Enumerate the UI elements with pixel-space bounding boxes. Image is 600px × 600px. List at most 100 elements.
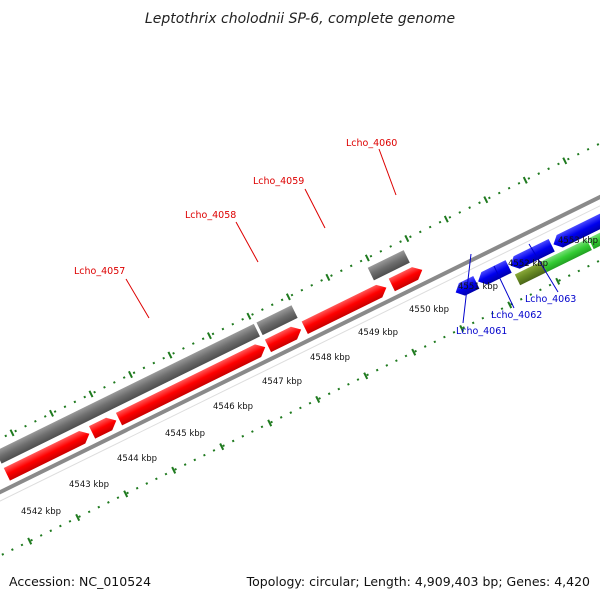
red-feature-lcho-4057[interactable] xyxy=(115,341,268,426)
scale-label: 4547 kbp xyxy=(262,377,302,387)
minor-tick xyxy=(270,420,273,424)
minor-tick xyxy=(395,359,398,363)
minor-tick xyxy=(356,378,360,381)
map-frame xyxy=(0,143,600,556)
gene-label-lcho-4061[interactable]: Lcho_4061 xyxy=(456,326,507,337)
minor-tick xyxy=(428,225,432,229)
major-tick xyxy=(404,234,410,243)
gene-label-lcho-4057[interactable]: Lcho_4057 xyxy=(74,266,125,277)
major-tick xyxy=(507,301,513,309)
minor-tick xyxy=(73,400,77,404)
minor-tick xyxy=(586,147,590,151)
minor-tick xyxy=(251,313,254,316)
minor-tick xyxy=(481,316,485,320)
major-tick xyxy=(325,273,331,281)
minor-tick xyxy=(443,335,446,339)
minor-tick xyxy=(577,269,581,273)
gene-leader-lines xyxy=(125,148,559,324)
red-feature-lcho-4058[interactable] xyxy=(264,323,304,353)
major-tick xyxy=(459,324,465,333)
minor-tick xyxy=(260,425,264,429)
gene-label-lcho-4059[interactable]: Lcho_4059 xyxy=(253,176,304,187)
minor-tick xyxy=(366,373,369,377)
gene-label-lcho-4062[interactable]: Lcho_4062 xyxy=(491,310,542,321)
minor-tick xyxy=(251,430,254,433)
scale-label: 4551 kbp xyxy=(458,282,498,292)
gene-labels: Lcho_4057 Lcho_4058 Lcho_4059 Lcho_4060 … xyxy=(74,138,576,337)
minor-tick xyxy=(289,411,293,414)
major-tick xyxy=(206,332,212,340)
gray-feature-lcho-4057[interactable] xyxy=(0,323,260,464)
major-tick xyxy=(123,490,129,498)
minor-tick xyxy=(14,429,17,433)
red-feature-lcho-4060[interactable] xyxy=(388,264,426,292)
major-tick xyxy=(483,196,489,204)
minor-tick xyxy=(212,449,216,452)
map-title: Leptothrix cholodnii SP-6, complete geno… xyxy=(145,11,455,27)
minor-tick xyxy=(389,245,393,248)
minor-tick xyxy=(349,264,353,268)
minor-tick xyxy=(39,534,43,537)
map-layer: 4542 kbp 4543 kbp 4544 kbp 4545 kbp 4546… xyxy=(0,138,600,556)
minor-tick xyxy=(448,215,452,219)
minor-tick xyxy=(299,406,302,410)
gene-label-lcho-4058[interactable]: Lcho_4058 xyxy=(185,210,236,221)
minor-tick xyxy=(576,152,580,156)
minor-tick xyxy=(191,342,195,345)
minor-tick xyxy=(135,486,139,490)
minor-tick xyxy=(491,312,494,315)
minor-tick xyxy=(385,364,389,367)
major-tick xyxy=(75,513,81,522)
minor-tick xyxy=(162,356,166,360)
minor-tick xyxy=(172,351,175,355)
blue-feature-lcho-4062[interactable] xyxy=(475,260,512,288)
minor-tick xyxy=(49,529,53,533)
minor-tick xyxy=(310,283,314,287)
blue-feature-lcho-4063[interactable] xyxy=(507,238,555,272)
major-tick xyxy=(443,215,449,223)
minor-tick xyxy=(418,230,422,234)
minor-tick xyxy=(433,340,437,344)
leader-lcho-4060 xyxy=(378,148,397,196)
backbone-outer xyxy=(0,148,600,497)
minor-tick xyxy=(30,538,33,542)
minor-tick xyxy=(155,477,158,481)
minor-tick xyxy=(369,254,373,258)
minor-tick xyxy=(300,288,304,292)
leader-lcho-4062 xyxy=(493,265,515,309)
leader-lcho-4057 xyxy=(125,278,150,319)
red-feature-lcho-4055[interactable] xyxy=(3,427,93,481)
minor-tick xyxy=(339,269,343,273)
major-tick xyxy=(246,312,252,320)
minor-tick xyxy=(596,260,600,263)
gene-label-lcho-4063[interactable]: Lcho_4063 xyxy=(525,294,576,305)
red-feature-lcho-4059[interactable] xyxy=(301,281,390,335)
minor-tick xyxy=(519,297,523,301)
minor-tick xyxy=(241,317,244,321)
minor-tick xyxy=(164,472,168,476)
major-tick xyxy=(171,466,177,474)
minor-tick xyxy=(126,491,129,495)
gene-label-lcho-4060[interactable]: Lcho_4060 xyxy=(346,138,397,149)
minor-tick xyxy=(488,196,491,200)
minor-tick xyxy=(548,283,552,287)
minor-tick xyxy=(359,259,363,263)
leader-lcho-4063 xyxy=(528,243,559,293)
red-feature-lcho-4056[interactable] xyxy=(89,414,119,439)
major-tick xyxy=(363,372,369,380)
major-tick xyxy=(88,390,94,398)
gray-feature-lcho-4058[interactable] xyxy=(256,305,298,336)
scale-label: 4548 kbp xyxy=(310,353,350,363)
minor-tick xyxy=(337,387,341,391)
green-feature-lcho-4063[interactable] xyxy=(541,239,592,273)
summary-text: Topology: circular; Length: 4,909,403 bp… xyxy=(246,574,590,589)
olive-feature[interactable] xyxy=(514,261,548,286)
gray-feature-lcho-4060[interactable] xyxy=(367,250,410,281)
blue-feature-lcho-4064[interactable] xyxy=(550,172,600,251)
minor-tick xyxy=(183,463,187,466)
minor-tick xyxy=(87,510,91,514)
inner-tick-ring xyxy=(1,260,600,556)
outer-tick-ring xyxy=(4,143,600,438)
scale-label: 4550 kbp xyxy=(409,305,449,315)
